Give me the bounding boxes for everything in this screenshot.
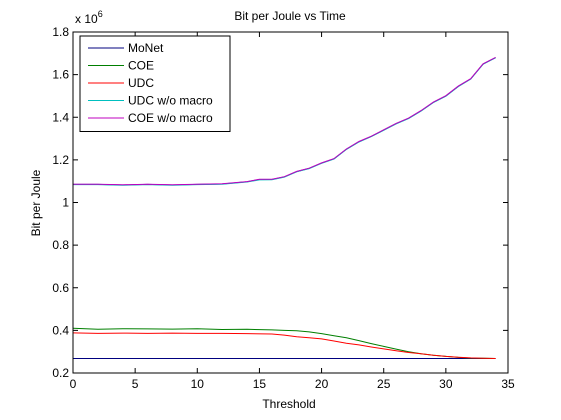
x-tick-label: 30 <box>439 377 453 391</box>
x-tick-label: 0 <box>70 377 77 391</box>
tick-labels: 0 5 10 15 20 25 30 35 0.2 0.4 0.6 0.8 1 1.2 1.4 1.6 1.8 <box>52 25 515 391</box>
y-axis-multiplier-base: x 10 <box>75 12 98 26</box>
axes <box>72 31 509 374</box>
series-line-udc <box>72 332 496 359</box>
y-tick-label: 0.4 <box>52 323 69 337</box>
legend-label: MoNet <box>128 41 164 55</box>
legend: MoNet COE UDC UDC w/o macro COE w/o macro <box>79 35 231 132</box>
series-line-coe-w-o-macro <box>73 56 496 186</box>
y-tick-label: 0.2 <box>52 366 69 380</box>
x-tick-label: 25 <box>377 377 391 391</box>
y-axis-label: Bit per Joule <box>29 169 43 236</box>
x-tick-label: 35 <box>501 377 515 391</box>
y-tick-label: 1.8 <box>52 25 69 39</box>
legend-label: UDC w/o macro <box>128 94 213 108</box>
x-axis-label: Threshold <box>262 397 315 411</box>
y-tick-label: 1.4 <box>52 110 69 124</box>
chart-title: Bit per Joule vs Time <box>234 9 346 23</box>
y-tick-label: 1 <box>62 196 69 210</box>
y-tick-label: 1.2 <box>52 153 69 167</box>
series-lines <box>72 56 496 359</box>
x-tick-label: 20 <box>315 377 329 391</box>
y-tick-label: 1.6 <box>52 68 69 82</box>
legend-label: UDC <box>128 76 154 90</box>
legend-box <box>79 35 231 132</box>
legend-label: COE <box>128 59 154 73</box>
y-tick-label: 0.8 <box>52 238 69 252</box>
y-tick-label: 0.6 <box>52 281 69 295</box>
y-axis-multiplier: x 106 <box>75 9 103 26</box>
legend-label: COE w/o macro <box>128 111 213 125</box>
x-tick-label: 15 <box>253 377 267 391</box>
x-tick-label: 10 <box>191 377 205 391</box>
x-tick-label: 5 <box>132 377 139 391</box>
y-axis-multiplier-exponent: 6 <box>98 9 103 19</box>
